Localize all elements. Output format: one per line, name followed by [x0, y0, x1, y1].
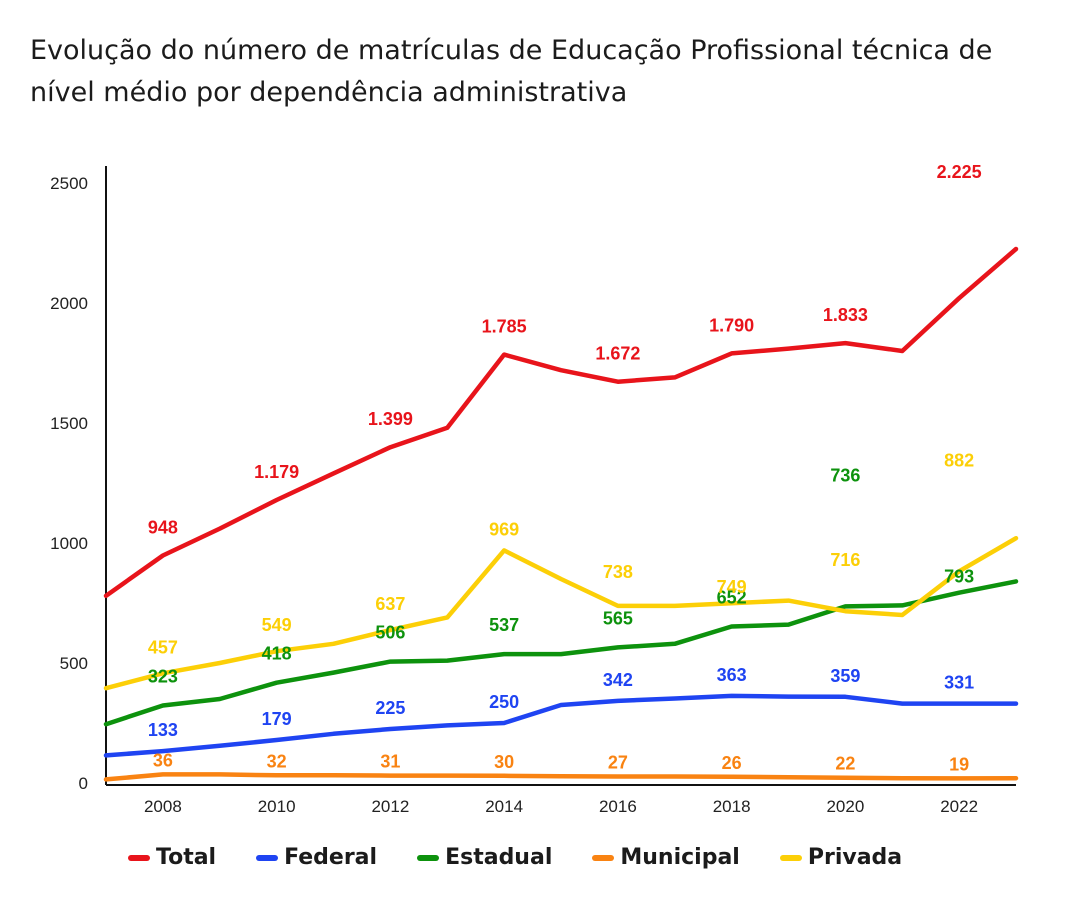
x-tick-label: 2022: [940, 797, 978, 816]
data-label-total: 2.225: [937, 162, 982, 182]
data-label-total: 1.672: [595, 344, 640, 364]
y-tick-label: 1000: [50, 534, 88, 553]
data-label-total: 1.179: [254, 462, 299, 482]
data-label-privada: 716: [830, 550, 860, 570]
legend-item-privada: Privada: [779, 845, 903, 870]
legend-swatch: [592, 854, 615, 861]
data-label-total: 1.790: [709, 315, 754, 335]
data-label-municipal: 30: [494, 752, 514, 772]
chart-axes: 0 500 1000 1500 2000 2500 2008 2010 2012 2014 2016…: [50, 166, 1016, 816]
y-tick-label: 2000: [50, 294, 88, 313]
legend-swatch: [256, 854, 279, 861]
data-label-municipal: 36: [153, 750, 173, 770]
chart-title: Evolução do número de matrículas de Educ…: [30, 35, 993, 108]
data-label-total: 1.399: [368, 409, 413, 429]
y-tick-label: 2500: [50, 174, 88, 193]
legend-swatch: [128, 854, 150, 861]
data-label-estadual: 565: [603, 608, 633, 628]
data-label-federal: 331: [944, 673, 974, 693]
data-label-privada: 738: [603, 562, 633, 582]
data-label-privada: 457: [148, 637, 178, 657]
legend-item-estadual: Estadual: [417, 845, 552, 870]
legend-item-municipal: Municipal: [592, 845, 740, 870]
data-label-total: 1.785: [482, 317, 527, 337]
legend-label: Privada: [807, 845, 903, 870]
data-label-estadual: 418: [262, 644, 292, 664]
data-label-estadual: 506: [375, 623, 405, 643]
data-label-federal: 342: [603, 670, 633, 690]
data-label-estadual: 793: [944, 567, 974, 587]
data-label-municipal: 22: [835, 754, 855, 774]
series-line-total: [103, 246, 1019, 599]
data-label-estadual: 736: [830, 465, 860, 485]
legend-label: Federal: [284, 845, 378, 870]
y-tick-label: 1500: [50, 414, 88, 433]
legend-item-total: Total: [128, 845, 216, 870]
series-line-privada: [103, 535, 1019, 691]
data-label-privada: 969: [489, 519, 519, 539]
legend-swatch: [779, 854, 802, 861]
y-tick-label: 0: [79, 774, 88, 793]
x-tick-label: 2016: [599, 797, 637, 816]
data-label-total: 948: [148, 517, 178, 537]
legend-swatch: [417, 854, 440, 861]
data-label-estadual: 323: [148, 666, 178, 686]
data-label-estadual: 537: [489, 615, 519, 635]
data-label-municipal: 19: [949, 754, 969, 774]
data-label-federal: 363: [717, 665, 747, 685]
data-label-total: 1.833: [823, 305, 868, 325]
data-label-federal: 250: [489, 692, 519, 712]
x-tick-label: 2012: [371, 797, 409, 816]
data-label-privada: 549: [262, 615, 292, 635]
x-tick-label: 2010: [258, 797, 296, 816]
legend-item-federal: Federal: [256, 845, 377, 870]
x-tick-label: 2020: [826, 797, 864, 816]
x-tick-label: 2008: [144, 797, 182, 816]
data-label-federal: 225: [375, 698, 405, 718]
series-line-estadual: [103, 579, 1019, 727]
chart-legend: Total Federal Estadual Municipal Privada: [128, 845, 902, 870]
data-label-privada: 749: [717, 577, 747, 597]
data-label-municipal: 26: [722, 753, 742, 773]
data-label-municipal: 27: [608, 753, 628, 773]
data-label-estadual: 652: [717, 588, 747, 608]
y-tick-label: 500: [60, 654, 88, 673]
data-label-privada: 637: [375, 594, 405, 614]
series-line-federal: [103, 693, 1019, 758]
chart-series-lines: [103, 246, 1019, 782]
data-label-municipal: 32: [267, 751, 287, 771]
data-label-federal: 133: [148, 720, 178, 740]
legend-label: Total: [156, 845, 217, 870]
data-label-privada: 882: [944, 450, 974, 470]
data-label-federal: 179: [262, 709, 292, 729]
x-tick-label: 2018: [713, 797, 751, 816]
legend-label: Municipal: [620, 845, 740, 870]
chart-data-labels: 948 1.179 1.399 1.785 1.672 1.790 1.833 2.225 13…: [148, 162, 982, 774]
x-tick-label: 2014: [485, 797, 523, 816]
series-line-municipal: [103, 772, 1019, 782]
data-label-federal: 359: [830, 666, 860, 686]
data-label-municipal: 31: [380, 752, 400, 772]
legend-label: Estadual: [445, 845, 553, 870]
